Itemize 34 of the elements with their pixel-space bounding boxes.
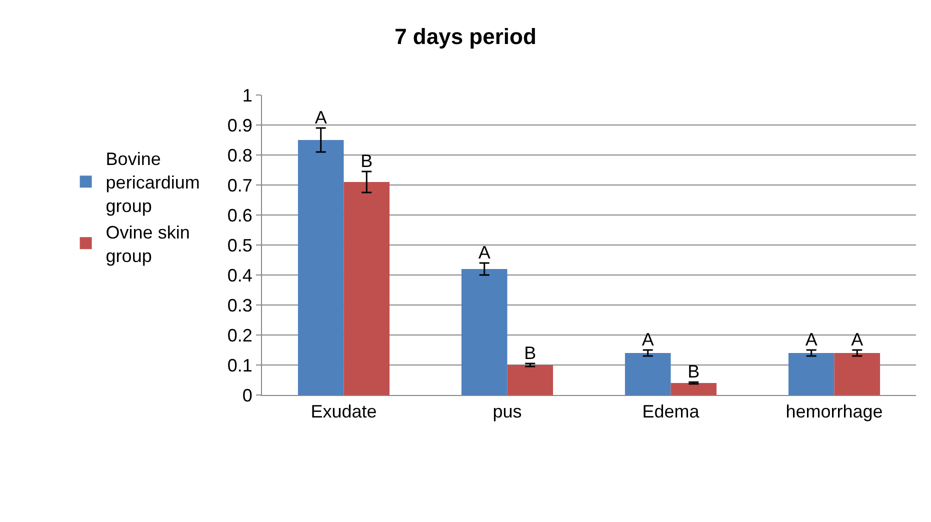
y-tick-label: 0.5 — [227, 235, 252, 256]
bar — [461, 269, 508, 395]
data-label: A — [851, 330, 864, 350]
bar — [344, 182, 390, 395]
bar — [507, 365, 554, 395]
y-tick-label: 0 — [242, 385, 252, 406]
legend-label: Bovine pericardium group — [106, 149, 200, 216]
data-label: A — [642, 330, 654, 350]
data-label: A — [314, 108, 327, 128]
bar — [298, 140, 344, 395]
bar — [788, 353, 834, 395]
data-label: A — [478, 242, 490, 262]
y-tick-label: 0.9 — [227, 115, 252, 136]
data-label: B — [688, 362, 700, 382]
data-label: B — [360, 151, 373, 171]
chart-title: 7 days period — [394, 24, 536, 50]
y-tick-label: 0.6 — [227, 205, 252, 226]
x-tick-label: pus — [492, 402, 522, 422]
data-label: B — [524, 343, 536, 363]
y-tick-label: 0.4 — [227, 265, 252, 286]
bar — [670, 383, 717, 395]
bar — [624, 353, 671, 395]
y-tick-label: 0.8 — [227, 145, 252, 166]
x-tick-label: hemorrhage — [786, 402, 883, 422]
y-tick-label: 0.3 — [227, 295, 252, 316]
x-tick-label: Exudate — [310, 402, 377, 422]
y-tick-label: 0.1 — [227, 355, 252, 376]
data-label: A — [805, 330, 818, 350]
legend-label: Ovine skin group — [106, 222, 190, 266]
bar — [834, 353, 880, 395]
x-tick-label: Edema — [642, 402, 700, 422]
y-tick-label: 0.7 — [227, 175, 252, 196]
y-tick-label: 1 — [242, 85, 252, 106]
y-tick-label: 0.2 — [227, 325, 252, 346]
